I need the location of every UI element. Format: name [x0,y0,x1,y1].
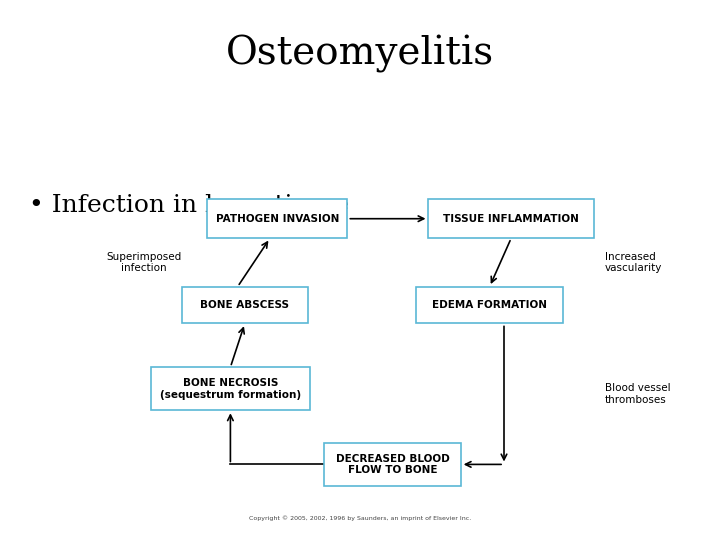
FancyBboxPatch shape [151,367,310,410]
Text: Copyright © 2005, 2002, 1996 by Saunders, an imprint of Elsevier Inc.: Copyright © 2005, 2002, 1996 by Saunders… [249,516,471,521]
Text: Blood vessel
thromboses: Blood vessel thromboses [605,383,670,405]
FancyBboxPatch shape [182,287,308,323]
Text: Superimposed
infection: Superimposed infection [107,252,181,273]
Text: BONE ABSCESS: BONE ABSCESS [200,300,289,310]
FancyBboxPatch shape [207,199,347,238]
Text: PATHOGEN INVASION: PATHOGEN INVASION [215,214,339,224]
Text: BONE NECROSIS
(sequestrum formation): BONE NECROSIS (sequestrum formation) [160,378,301,400]
Text: Osteomyelitis: Osteomyelitis [226,35,494,73]
Text: Increased
vascularity: Increased vascularity [605,252,662,273]
FancyBboxPatch shape [324,443,461,486]
FancyBboxPatch shape [416,287,563,323]
FancyBboxPatch shape [428,199,594,238]
Text: EDEMA FORMATION: EDEMA FORMATION [432,300,547,310]
Text: DECREASED BLOOD
FLOW TO BONE: DECREASED BLOOD FLOW TO BONE [336,454,449,475]
Text: • Infection in bony tissue: • Infection in bony tissue [29,194,348,217]
Text: TISSUE INFLAMMATION: TISSUE INFLAMMATION [444,214,579,224]
